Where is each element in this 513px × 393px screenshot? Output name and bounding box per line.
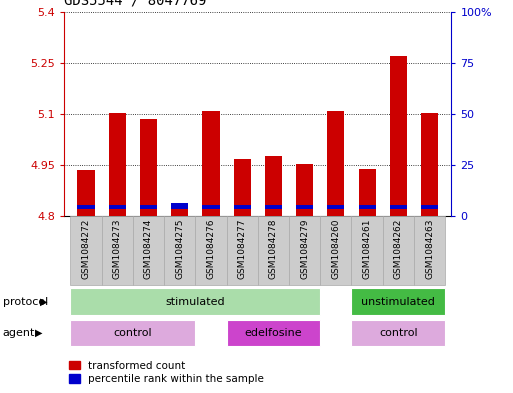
Bar xyxy=(327,205,344,209)
Bar xyxy=(351,288,445,315)
Bar xyxy=(296,205,313,209)
Bar xyxy=(233,159,251,216)
Bar xyxy=(421,113,438,216)
Text: control: control xyxy=(113,328,152,338)
Text: GSM1084275: GSM1084275 xyxy=(175,218,184,279)
Text: GSM1084272: GSM1084272 xyxy=(82,218,90,279)
Bar xyxy=(265,205,282,209)
Bar xyxy=(327,111,344,216)
Text: GSM1084279: GSM1084279 xyxy=(300,218,309,279)
Bar xyxy=(390,56,407,216)
Bar xyxy=(383,216,414,285)
Bar xyxy=(70,216,102,285)
Bar xyxy=(320,216,351,285)
Text: GSM1084260: GSM1084260 xyxy=(331,218,340,279)
Bar xyxy=(70,320,195,346)
Bar xyxy=(109,205,126,209)
Bar xyxy=(351,216,383,285)
Bar xyxy=(140,205,157,209)
Text: edelfosine: edelfosine xyxy=(245,328,302,338)
Bar xyxy=(102,216,133,285)
Bar xyxy=(296,164,313,216)
Bar xyxy=(351,320,445,346)
Bar xyxy=(421,205,438,209)
Bar xyxy=(195,216,227,285)
Text: GSM1084261: GSM1084261 xyxy=(363,218,371,279)
Text: GSM1084278: GSM1084278 xyxy=(269,218,278,279)
Bar xyxy=(77,205,94,209)
Bar xyxy=(414,216,445,285)
Bar xyxy=(359,169,376,216)
Bar xyxy=(109,113,126,216)
Text: ▶: ▶ xyxy=(40,297,47,307)
Bar xyxy=(171,208,188,216)
Bar xyxy=(289,216,320,285)
Text: agent: agent xyxy=(3,328,35,338)
Text: stimulated: stimulated xyxy=(166,297,225,307)
Text: GSM1084263: GSM1084263 xyxy=(425,218,434,279)
Text: ▶: ▶ xyxy=(35,328,42,338)
Bar xyxy=(140,119,157,216)
Bar xyxy=(202,110,220,216)
Bar xyxy=(70,288,320,315)
Text: GSM1084276: GSM1084276 xyxy=(206,218,215,279)
Text: GSM1084277: GSM1084277 xyxy=(238,218,247,279)
Text: GSM1084273: GSM1084273 xyxy=(113,218,122,279)
Bar xyxy=(77,170,94,216)
Bar xyxy=(171,203,188,209)
Text: GDS5544 / 8047769: GDS5544 / 8047769 xyxy=(64,0,207,8)
Text: unstimulated: unstimulated xyxy=(361,297,435,307)
Legend: transformed count, percentile rank within the sample: transformed count, percentile rank withi… xyxy=(69,361,264,384)
Bar xyxy=(164,216,195,285)
Text: protocol: protocol xyxy=(3,297,48,307)
Text: GSM1084262: GSM1084262 xyxy=(394,218,403,279)
Bar xyxy=(133,216,164,285)
Bar xyxy=(258,216,289,285)
Bar xyxy=(227,216,258,285)
Bar xyxy=(233,205,251,209)
Bar xyxy=(359,205,376,209)
Text: GSM1084274: GSM1084274 xyxy=(144,218,153,279)
Text: control: control xyxy=(379,328,418,338)
Bar xyxy=(227,320,320,346)
Bar xyxy=(265,156,282,216)
Bar xyxy=(390,205,407,209)
Bar xyxy=(202,205,220,209)
